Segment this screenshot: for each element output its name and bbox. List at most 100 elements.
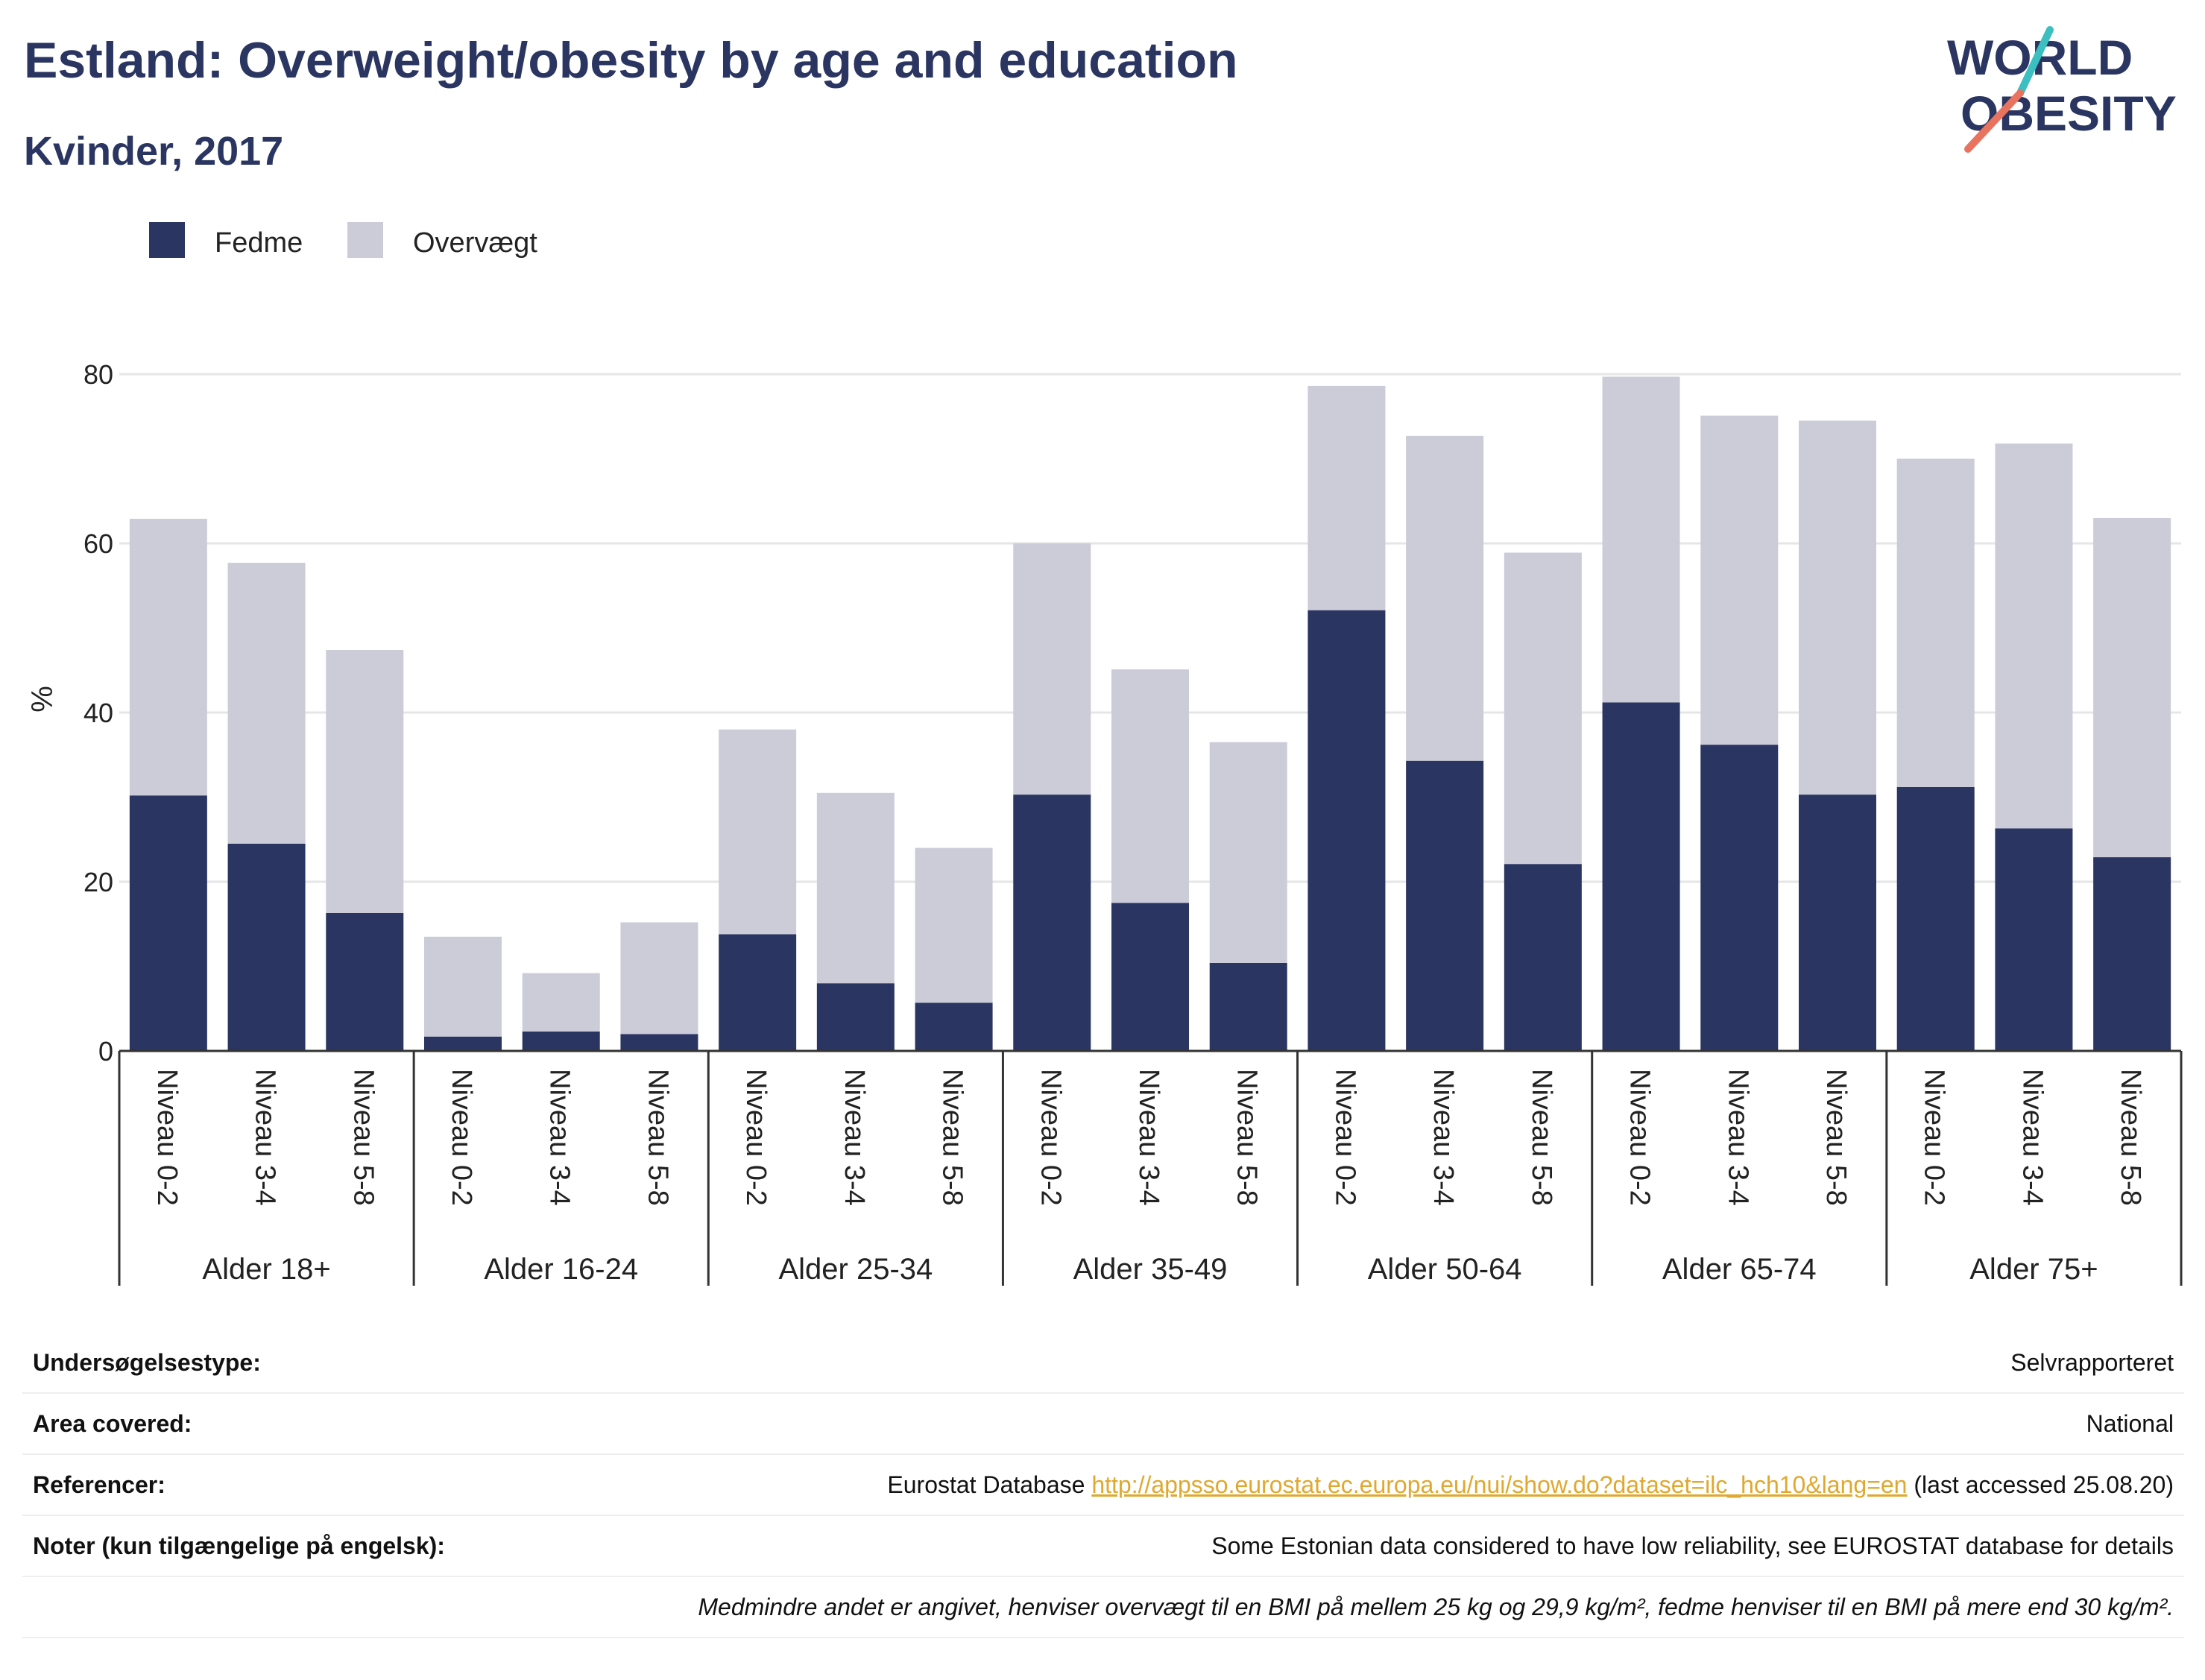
bar-fedme	[816, 983, 895, 1051]
legend-label-overvaegt: Overvægt	[413, 227, 537, 259]
bar-overvaegt	[326, 650, 404, 913]
bar-fedme	[1111, 903, 1189, 1051]
bar-fedme	[2093, 857, 2171, 1051]
bar-overvaegt	[1602, 376, 1680, 703]
x-tick-label: Niveau 3-4	[544, 1069, 575, 1206]
bar-overvaegt	[227, 563, 306, 844]
bar-overvaegt	[1209, 742, 1287, 963]
bar-fedme	[424, 1036, 502, 1051]
info-key: Referencer:	[33, 1471, 165, 1498]
bar-fedme	[227, 843, 306, 1051]
bar-fedme	[1013, 795, 1091, 1051]
bar-overvaegt	[1307, 385, 1386, 610]
bar-fedme	[326, 912, 404, 1051]
x-tick-label: Niveau 5-8	[1231, 1069, 1263, 1206]
legend-swatch-fedme	[149, 222, 185, 258]
legend-label-fedme: Fedme	[215, 227, 303, 259]
bar-overvaegt	[816, 792, 895, 984]
x-tick-label: Niveau 5-8	[937, 1069, 968, 1206]
x-tick-label: Niveau 0-2	[740, 1069, 772, 1206]
reference-link[interactable]: http://appsso.eurostat.ec.europa.eu/nui/…	[1091, 1471, 1908, 1498]
legend: Fedme Overvægt	[149, 222, 537, 259]
x-tick-label: Niveau 0-2	[446, 1069, 477, 1206]
info-row-references: Referencer: Eurostat Database http://app…	[22, 1455, 2184, 1516]
y-axis-title: %	[26, 686, 59, 713]
x-tick-label: Niveau 0-2	[1035, 1069, 1066, 1206]
bar-fedme	[1896, 786, 1975, 1051]
bar-overvaegt	[915, 847, 993, 1003]
reference-prefix: Eurostat Database	[887, 1471, 1092, 1498]
bar-fedme	[620, 1034, 698, 1051]
bar-overvaegt	[1013, 543, 1091, 795]
bar-fedme	[915, 1002, 993, 1051]
bar-fedme	[1209, 962, 1287, 1051]
bar-overvaegt	[1700, 415, 1779, 745]
chart-subtitle: Kvinder, 2017	[24, 129, 284, 174]
bar-overvaegt	[1406, 435, 1484, 761]
x-tick-label: Niveau 5-8	[642, 1069, 673, 1206]
y-tick-label: 40	[83, 698, 113, 728]
bar-overvaegt	[1995, 443, 2073, 829]
footnote-text: Medmindre andet er angivet, henviser ove…	[698, 1593, 2174, 1620]
group-label: Alder 75+	[1969, 1253, 2098, 1286]
x-tick-label: Niveau 5-8	[1526, 1069, 1557, 1206]
info-value: Some Estonian data considered to have lo…	[1211, 1532, 2174, 1559]
bar-fedme	[1602, 702, 1680, 1051]
bar-fedme	[522, 1031, 600, 1051]
bar-fedme	[1307, 610, 1386, 1051]
info-value: Selvrapporteret	[2010, 1348, 2174, 1376]
reference-suffix: (last accessed 25.08.20)	[1907, 1471, 2174, 1498]
logo-slash-coral	[1964, 89, 2024, 153]
bar-fedme	[1504, 864, 1582, 1051]
info-value: Eurostat Database http://appsso.eurostat…	[887, 1471, 2174, 1499]
group-label: Alder 50-64	[1368, 1253, 1522, 1286]
x-tick-label: Niveau 0-2	[1329, 1069, 1360, 1206]
bar-fedme	[1995, 828, 2073, 1051]
x-tick-label: Niveau 3-4	[1722, 1069, 1753, 1206]
logo-slash-teal	[2016, 26, 2054, 97]
info-row-area-covered: Area covered: National	[22, 1394, 2184, 1455]
bar-overvaegt	[424, 936, 502, 1037]
y-tick-label: 20	[83, 867, 113, 897]
group-label: Alder 18+	[202, 1253, 330, 1286]
bar-overvaegt	[719, 729, 797, 935]
bar-fedme	[1799, 795, 1876, 1051]
info-key: Undersøgelsestype:	[33, 1348, 261, 1376]
bar-overvaegt	[1799, 420, 1876, 795]
x-tick-label: Niveau 5-8	[2115, 1069, 2146, 1206]
bar-overvaegt	[1504, 552, 1582, 865]
info-value: National	[2086, 1409, 2174, 1437]
group-label: Alder 65-74	[1662, 1253, 1817, 1286]
x-tick-label: Niveau 0-2	[1919, 1069, 1950, 1206]
bar-fedme	[1700, 745, 1779, 1051]
info-row-footnote: Medmindre andet er angivet, henviser ove…	[22, 1577, 2184, 1638]
world-obesity-logo: WORLD OBESITY	[1947, 26, 2177, 153]
x-tick-label: Niveau 3-4	[1133, 1069, 1164, 1206]
bar-fedme	[1406, 760, 1484, 1051]
x-tick-label: Niveau 5-8	[347, 1069, 379, 1206]
legend-swatch-overvaegt	[347, 222, 383, 258]
info-key: Noter (kun tilgængelige på engelsk):	[33, 1532, 445, 1559]
chart-title: Estland: Overweight/obesity by age and e…	[24, 32, 1238, 89]
x-tick-label: Niveau 3-4	[1428, 1069, 1459, 1206]
bar-overvaegt	[1111, 669, 1189, 903]
x-tick-label: Niveau 3-4	[839, 1069, 870, 1206]
info-row-survey-type: Undersøgelsestype: Selvrapporteret	[22, 1333, 2184, 1394]
group-label: Alder 25-34	[778, 1253, 933, 1286]
info-table: Undersøgelsestype: Selvrapporteret Area …	[22, 1333, 2184, 1638]
bar-overvaegt	[620, 922, 698, 1035]
y-tick-label: 0	[98, 1036, 113, 1067]
x-tick-label: Niveau 3-4	[2016, 1069, 2048, 1206]
bar-overvaegt	[2093, 517, 2171, 858]
info-key: Area covered:	[33, 1409, 192, 1437]
x-tick-label: Niveau 5-8	[1820, 1069, 1852, 1206]
y-axis-ticks: 0 20 40 60 80	[83, 359, 113, 1067]
x-axis: Niveau 0-2 Niveau 3-4 Niveau 5-8 Alder 18+ N…	[118, 1049, 2183, 1286]
y-tick-label: 60	[83, 528, 113, 559]
x-tick-label: Niveau 0-2	[1624, 1069, 1656, 1206]
group-label: Alder 35-49	[1073, 1253, 1228, 1286]
bar-overvaegt	[129, 519, 207, 796]
x-tick-label: Niveau 0-2	[151, 1069, 183, 1206]
y-tick-label: 80	[83, 359, 113, 390]
